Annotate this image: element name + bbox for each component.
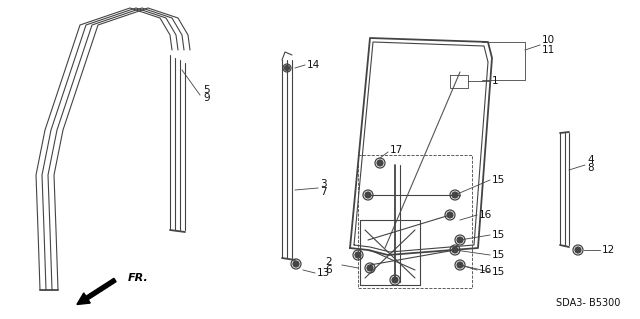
Text: 13: 13 <box>317 268 330 278</box>
Circle shape <box>365 192 371 198</box>
Text: 8: 8 <box>587 163 594 173</box>
Circle shape <box>285 65 289 70</box>
Circle shape <box>457 237 463 243</box>
Text: SDA3- B5300: SDA3- B5300 <box>556 298 620 308</box>
Text: 15: 15 <box>492 230 505 240</box>
Circle shape <box>457 262 463 268</box>
Text: 9: 9 <box>203 93 210 103</box>
Circle shape <box>392 277 398 283</box>
Text: 14: 14 <box>307 60 320 70</box>
Text: 3: 3 <box>320 179 326 189</box>
Text: 2: 2 <box>325 257 332 267</box>
Text: 5: 5 <box>203 85 210 95</box>
Circle shape <box>452 192 458 198</box>
Text: 10: 10 <box>542 35 555 45</box>
Text: 11: 11 <box>542 45 556 55</box>
Text: 1: 1 <box>492 76 499 86</box>
Text: 16: 16 <box>479 265 492 275</box>
Circle shape <box>355 252 361 258</box>
Text: 15: 15 <box>492 250 505 260</box>
Text: FR.: FR. <box>128 273 148 283</box>
Text: 12: 12 <box>602 245 615 255</box>
Text: 16: 16 <box>479 210 492 220</box>
Circle shape <box>367 265 373 271</box>
Text: 15: 15 <box>492 175 505 185</box>
Circle shape <box>447 212 453 218</box>
Text: 15: 15 <box>492 267 505 277</box>
Circle shape <box>377 160 383 166</box>
FancyArrow shape <box>77 278 116 305</box>
Circle shape <box>575 247 581 253</box>
Circle shape <box>452 247 458 253</box>
Text: 6: 6 <box>325 265 332 275</box>
Text: 4: 4 <box>587 155 594 165</box>
Text: 17: 17 <box>390 145 403 155</box>
Text: 7: 7 <box>320 187 326 197</box>
Circle shape <box>293 261 299 267</box>
